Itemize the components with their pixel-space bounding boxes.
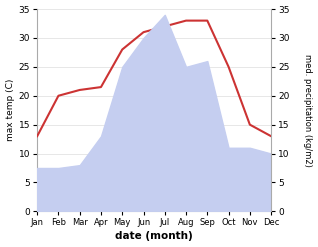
Y-axis label: med. precipitation (kg/m2): med. precipitation (kg/m2) — [303, 54, 313, 167]
X-axis label: date (month): date (month) — [115, 231, 193, 242]
Y-axis label: max temp (C): max temp (C) — [5, 79, 15, 141]
